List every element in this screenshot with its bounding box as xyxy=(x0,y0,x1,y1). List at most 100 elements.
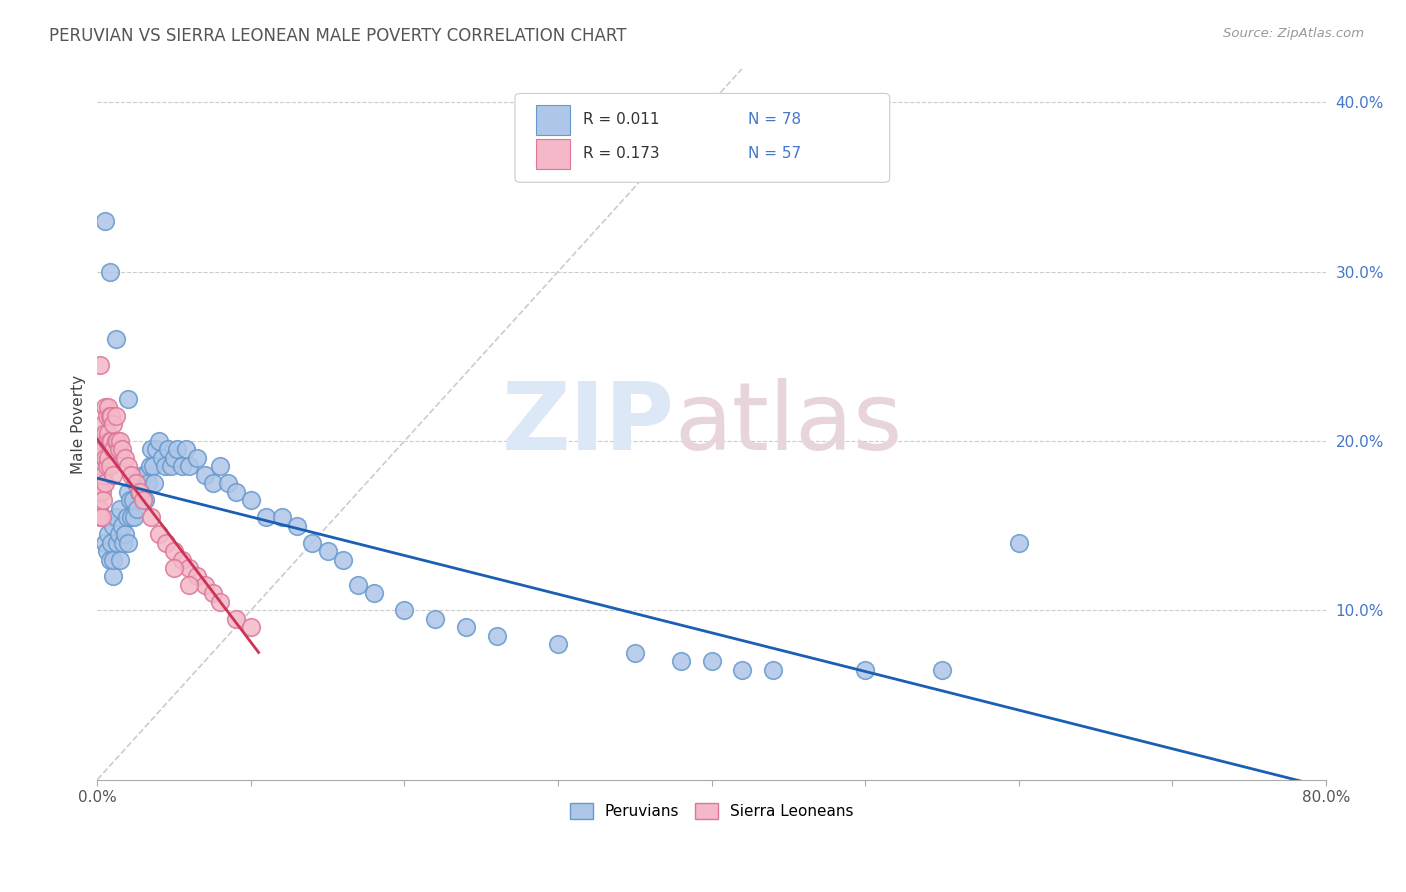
Point xyxy=(163,450,186,465)
Point xyxy=(91,434,114,448)
Point xyxy=(127,501,149,516)
Point xyxy=(1008,535,1031,549)
Point xyxy=(135,467,157,482)
Point xyxy=(270,510,292,524)
Point xyxy=(91,510,114,524)
Point xyxy=(139,442,162,457)
Point xyxy=(153,459,176,474)
Point xyxy=(101,552,124,566)
Y-axis label: Male Poverty: Male Poverty xyxy=(72,375,86,474)
Point xyxy=(114,527,136,541)
Point xyxy=(150,450,173,465)
Point xyxy=(94,476,117,491)
Point xyxy=(201,586,224,600)
Point xyxy=(117,484,139,499)
Point xyxy=(485,629,508,643)
Point xyxy=(93,442,115,457)
Point xyxy=(98,265,121,279)
Point xyxy=(120,510,142,524)
Point xyxy=(148,527,170,541)
Point xyxy=(194,578,217,592)
Point xyxy=(110,501,132,516)
Point xyxy=(125,476,148,491)
Point xyxy=(129,476,152,491)
Point xyxy=(100,409,122,423)
Point xyxy=(121,493,143,508)
Point xyxy=(94,400,117,414)
Point xyxy=(89,358,111,372)
Point xyxy=(89,510,111,524)
Point xyxy=(209,459,232,474)
Point xyxy=(97,425,120,440)
Point xyxy=(132,467,155,482)
Point xyxy=(94,450,117,465)
Point xyxy=(225,612,247,626)
Point xyxy=(731,663,754,677)
Text: N = 78: N = 78 xyxy=(748,112,801,128)
Text: N = 57: N = 57 xyxy=(748,146,801,161)
Point xyxy=(94,214,117,228)
Text: PERUVIAN VS SIERRA LEONEAN MALE POVERTY CORRELATION CHART: PERUVIAN VS SIERRA LEONEAN MALE POVERTY … xyxy=(49,27,627,45)
Point xyxy=(301,535,323,549)
Point xyxy=(104,510,127,524)
Point xyxy=(547,637,569,651)
Point xyxy=(89,459,111,474)
Point xyxy=(201,476,224,491)
Text: R = 0.173: R = 0.173 xyxy=(582,146,659,161)
Point xyxy=(105,434,128,448)
Point xyxy=(96,434,118,448)
Point xyxy=(100,434,122,448)
Point xyxy=(163,561,186,575)
Point xyxy=(93,467,115,482)
Point xyxy=(285,518,308,533)
Point xyxy=(225,484,247,499)
Point xyxy=(108,527,131,541)
Point xyxy=(104,333,127,347)
Point xyxy=(101,417,124,431)
Point xyxy=(134,493,156,508)
Point xyxy=(101,467,124,482)
FancyBboxPatch shape xyxy=(515,94,890,182)
Text: ZIP: ZIP xyxy=(502,378,675,470)
Point xyxy=(179,578,201,592)
Point xyxy=(91,459,114,474)
Point xyxy=(111,442,134,457)
Point xyxy=(155,535,177,549)
Point xyxy=(114,450,136,465)
Point xyxy=(170,552,193,566)
Point xyxy=(363,586,385,600)
Point xyxy=(91,484,114,499)
Point xyxy=(347,578,370,592)
Point xyxy=(217,476,239,491)
Point xyxy=(394,603,416,617)
Point xyxy=(853,663,876,677)
Point xyxy=(97,400,120,414)
Point xyxy=(97,527,120,541)
Point xyxy=(129,484,152,499)
Point xyxy=(179,561,201,575)
Point xyxy=(117,459,139,474)
Point xyxy=(104,409,127,423)
Point xyxy=(163,544,186,558)
Point xyxy=(142,459,165,474)
Point xyxy=(166,442,188,457)
Text: atlas: atlas xyxy=(675,378,903,470)
Point xyxy=(194,467,217,482)
Text: Source: ZipAtlas.com: Source: ZipAtlas.com xyxy=(1223,27,1364,40)
Point xyxy=(98,459,121,474)
Point xyxy=(425,612,447,626)
Point xyxy=(104,434,127,448)
Point xyxy=(239,620,262,634)
Point xyxy=(700,654,723,668)
Point xyxy=(209,595,232,609)
Point xyxy=(762,663,785,677)
Point xyxy=(89,484,111,499)
FancyBboxPatch shape xyxy=(536,104,571,135)
Point xyxy=(139,510,162,524)
Point xyxy=(98,552,121,566)
Point xyxy=(122,510,145,524)
Point xyxy=(125,476,148,491)
Point xyxy=(148,434,170,448)
FancyBboxPatch shape xyxy=(536,139,571,169)
Point xyxy=(254,510,277,524)
